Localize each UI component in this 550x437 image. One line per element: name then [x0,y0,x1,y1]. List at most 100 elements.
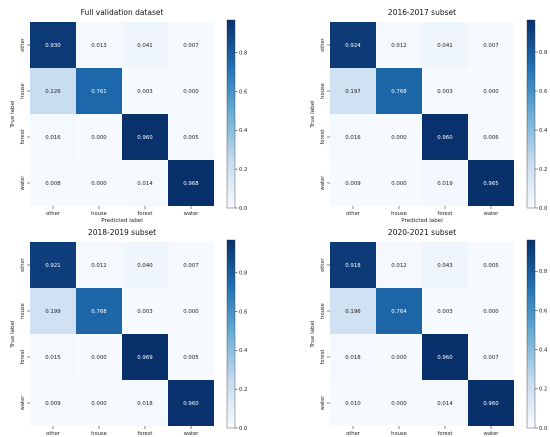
cell-value-label: 0.012 [391,43,406,49]
colorbar-tick-label: 0.2 [539,387,547,393]
cell-value-label: 0.000 [483,89,499,95]
colorbar-tick-label: 0.4 [239,348,248,354]
colorbar-tick-label: 0.2 [239,387,247,393]
cell-value-label: 0.199 [45,309,61,315]
y-axis-label: True label [10,100,16,129]
cell-value-label: 0.016 [345,135,361,141]
heatmap-cell [468,114,514,160]
cell-value-label: 0.009 [45,401,61,407]
heatmap-cell [76,242,122,288]
x-tick-label: house [91,211,107,217]
cell-value-label: 0.768 [91,309,107,315]
heatmap-cell [76,114,122,160]
heatmap-cell [376,380,422,426]
heatmap-cell [376,22,422,68]
heatmap-cell [122,68,168,114]
heatmap-cell [30,288,76,334]
heatmap-cell [330,288,376,334]
heatmap-cell [468,68,514,114]
heatmap-cell [30,242,76,288]
cell-value-label: 0.969 [137,355,153,361]
colorbar-frame [526,239,536,429]
x-axis-label: Predicted label [101,218,143,224]
heatmap-cell [168,242,214,288]
heatmap-panel-3: 2018-2019 subset 0.921 0.012 0.040 0.007 0.19… [10,228,248,437]
colorbar-tick-label: 0.6 [539,308,547,314]
cell-value-label: 0.003 [137,89,152,95]
x-tick-label: forest [138,211,153,217]
cell-value-label: 0.930 [45,43,61,49]
y-tick-label: other [320,37,326,52]
heatmap-cell [468,242,514,288]
colorbar [227,20,235,208]
cell-value-label: 0.000 [391,135,407,141]
heatmap-cell [376,114,422,160]
y-axis-label: True label [310,100,316,129]
heatmap-panel-2: 2016-2017 subset 0.924 0.012 0.041 0.007 0.19… [310,8,548,224]
x-tick-label: forest [438,211,453,217]
cell-value-label: 0.014 [137,181,153,187]
colorbar-tick-label: 0.0 [539,206,547,212]
panel-title: 2020-2021 subset [388,228,456,237]
y-tick-label: other [20,37,26,52]
cell-value-label: 0.924 [345,43,361,49]
heatmap-cell [330,334,376,380]
cell-value-label: 0.000 [391,401,407,407]
colorbar-tick-label: 0.8 [239,271,247,277]
y-tick-label: water [320,175,326,191]
heatmap-cell [376,242,422,288]
heatmap-cell [422,68,468,114]
heatmap-cell [122,242,168,288]
y-tick-label: forest [20,350,26,365]
heatmap-cell [30,160,76,206]
colorbar-tick-label: 0.0 [239,426,247,432]
x-tick-label: house [391,431,407,437]
heatmap-panel-1: Full validation dataset 0.930 0.013 0.041 0.… [10,8,248,224]
colorbar-tick-label: 0.4 [539,128,548,134]
cell-value-label: 0.003 [437,89,452,95]
y-tick-label: other [320,257,326,272]
cell-value-label: 0.005 [183,135,198,141]
heatmap-cell [30,380,76,426]
x-tick-label: house [391,211,407,217]
heatmap-cell [422,380,468,426]
heatmap-cell [468,22,514,68]
cell-value-label: 0.000 [391,181,407,187]
heatmap-cell [330,242,376,288]
cell-value-label: 0.761 [91,89,106,95]
y-tick-label: water [320,395,326,411]
cell-value-label: 0.968 [183,181,199,187]
colorbar-tick-label: 0.2 [239,167,247,173]
heatmap-cell [376,160,422,206]
colorbar-tick-label: 0.0 [539,426,547,432]
colorbar [527,240,535,428]
cell-value-label: 0.005 [483,263,498,269]
y-tick-label: house [320,83,326,99]
cell-value-label: 0.015 [45,355,60,361]
x-tick-label: forest [138,431,153,437]
cell-value-label: 0.000 [91,401,107,407]
heatmap-cell [122,114,168,160]
y-tick-label: house [20,83,26,99]
cell-value-label: 0.041 [437,43,452,49]
heatmap-cell [422,288,468,334]
cell-value-label: 0.019 [437,181,453,187]
colorbar [227,240,235,428]
heatmap-cell [76,68,122,114]
colorbar-frame [226,239,236,429]
cell-value-label: 0.768 [391,89,407,95]
cell-value-label: 0.006 [483,135,499,141]
heatmap-cell [468,334,514,380]
cell-value-label: 0.000 [183,309,199,315]
y-tick-label: water [20,395,26,411]
heatmap-cell [122,380,168,426]
colorbar-tick-label: 0.6 [539,89,547,95]
heatmap-cell [422,242,468,288]
heatmap-cell [376,334,422,380]
colorbar [527,20,535,208]
cell-value-label: 0.010 [345,401,361,407]
colorbar-tick-label: 0.2 [539,167,547,173]
heatmap-cell [330,22,376,68]
cell-value-label: 0.007 [483,43,498,49]
